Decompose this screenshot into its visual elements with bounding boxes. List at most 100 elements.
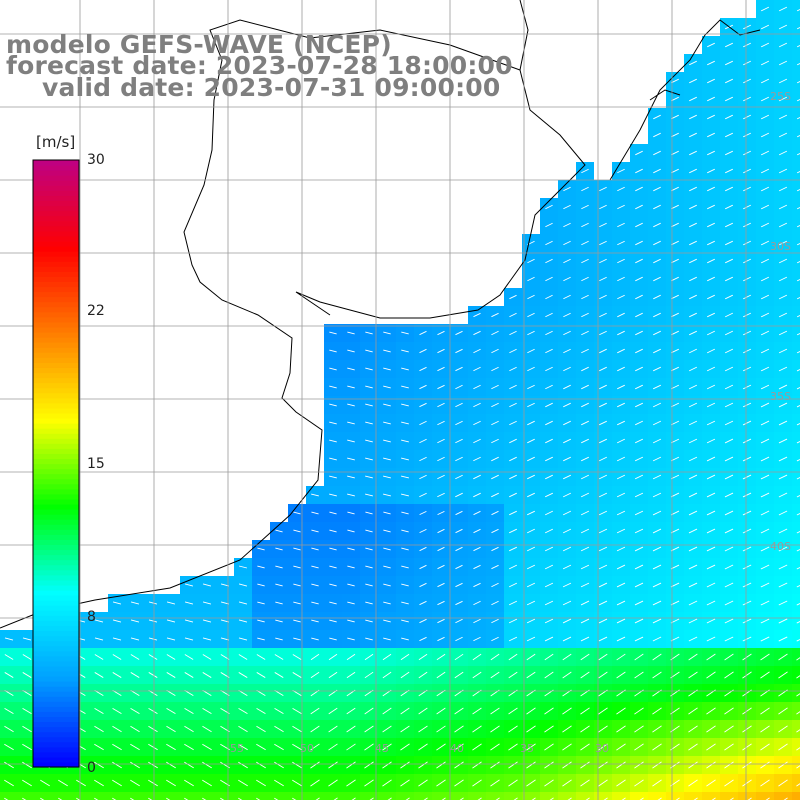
wind-arrow	[634, 564, 644, 570]
wind-arrow	[329, 367, 337, 371]
wind-arrow	[706, 707, 716, 715]
wind-arrow	[580, 564, 590, 570]
wind-arrow	[184, 761, 194, 769]
wind-arrow	[707, 78, 715, 84]
colorbar-segment	[33, 256, 79, 262]
wind-cell	[792, 180, 800, 198]
wind-arrow	[796, 657, 800, 661]
wind-arrow	[202, 707, 212, 715]
wind-arrow	[472, 671, 482, 679]
wind-arrow	[724, 779, 734, 787]
colorbar-segment	[33, 696, 79, 702]
wind-arrow	[292, 797, 297, 800]
wind-arrow	[652, 725, 662, 733]
wind-arrow	[693, 797, 698, 800]
wind-arrow	[329, 403, 337, 407]
colorbar-segment	[33, 686, 79, 692]
colorbar-tick-label: 8	[87, 609, 96, 625]
wind-arrow	[148, 601, 158, 605]
wind-arrow	[365, 583, 373, 587]
wind-arrow	[4, 779, 14, 787]
colorbar-segment	[33, 610, 79, 616]
wind-arrow	[635, 348, 643, 354]
wind-arrow	[796, 440, 800, 444]
wind-arrow	[274, 743, 284, 751]
wind-arrow	[563, 240, 571, 246]
wind-arrow	[401, 547, 409, 551]
wind-arrow	[472, 653, 482, 661]
wind-arrow	[545, 420, 553, 426]
wind-arrow	[274, 797, 279, 800]
wind-arrow	[94, 725, 104, 733]
wind-arrow	[418, 761, 428, 769]
wind-arrow	[238, 601, 248, 605]
wind-arrow	[166, 797, 171, 800]
wind-arrow	[599, 258, 607, 264]
colorbar-segment	[33, 468, 79, 475]
colorbar-segment	[33, 635, 79, 642]
colorbar-segment	[33, 205, 79, 212]
wind-arrow	[581, 330, 589, 336]
wind-arrow	[563, 222, 571, 228]
wind-arrow	[742, 96, 752, 102]
wind-arrow	[328, 743, 338, 751]
wind-arrow	[347, 565, 355, 569]
wind-arrow	[742, 725, 752, 733]
wind-arrow	[796, 332, 800, 336]
wind-arrow	[652, 528, 662, 534]
wind-arrow	[796, 747, 800, 751]
colorbar-segment	[33, 291, 79, 298]
wind-arrow	[599, 348, 607, 354]
wind-arrow	[778, 725, 788, 733]
wind-arrow	[400, 725, 410, 733]
wind-arrow	[562, 653, 572, 661]
wind-arrow	[706, 743, 716, 751]
wind-arrow	[688, 474, 698, 480]
wind-arrow	[653, 276, 661, 282]
wind-arrow	[418, 653, 428, 661]
wind-arrow	[653, 348, 661, 354]
wind-cell	[648, 792, 666, 800]
colorbar-segment	[33, 514, 79, 520]
wind-arrow	[760, 330, 770, 336]
wind-arrow	[401, 331, 409, 335]
wind-cell	[792, 432, 800, 450]
wind-arrow	[527, 492, 535, 498]
wind-arrow	[688, 636, 698, 642]
wind-cell	[792, 288, 800, 306]
colorbar-segment	[33, 569, 79, 576]
wind-arrow	[760, 186, 770, 192]
wind-arrow	[544, 582, 554, 588]
wind-arrow	[742, 168, 752, 174]
wind-arrow	[760, 618, 770, 624]
wind-arrow	[328, 671, 338, 679]
wind-cell	[504, 792, 522, 800]
wind-arrow	[796, 170, 800, 174]
wind-arrow	[688, 510, 698, 516]
colorbar-segment	[33, 326, 79, 333]
wind-arrow	[491, 384, 499, 390]
wind-arrow	[742, 384, 752, 390]
wind-arrow	[202, 672, 212, 678]
wind-arrow	[598, 707, 608, 715]
colorbar-segment	[33, 210, 79, 217]
wind-arrow	[329, 583, 337, 587]
wind-arrow	[311, 511, 319, 515]
wind-arrow	[760, 402, 770, 408]
colorbar-segment	[33, 524, 79, 530]
wind-arrow	[760, 240, 770, 246]
wind-arrow	[689, 258, 697, 264]
wind-arrow	[634, 618, 644, 624]
colorbar-segment	[33, 352, 79, 358]
wind-arrow	[202, 654, 212, 660]
wind-arrow	[527, 456, 535, 462]
wind-arrow	[509, 420, 517, 426]
wind-arrow	[796, 711, 800, 715]
wind-arrow	[472, 779, 482, 787]
wind-arrow	[333, 797, 338, 800]
wind-arrow	[293, 547, 301, 551]
wind-arrow	[581, 384, 589, 390]
wind-arrow	[490, 743, 500, 751]
colorbar-segment	[33, 180, 79, 186]
wind-arrow	[635, 366, 643, 372]
